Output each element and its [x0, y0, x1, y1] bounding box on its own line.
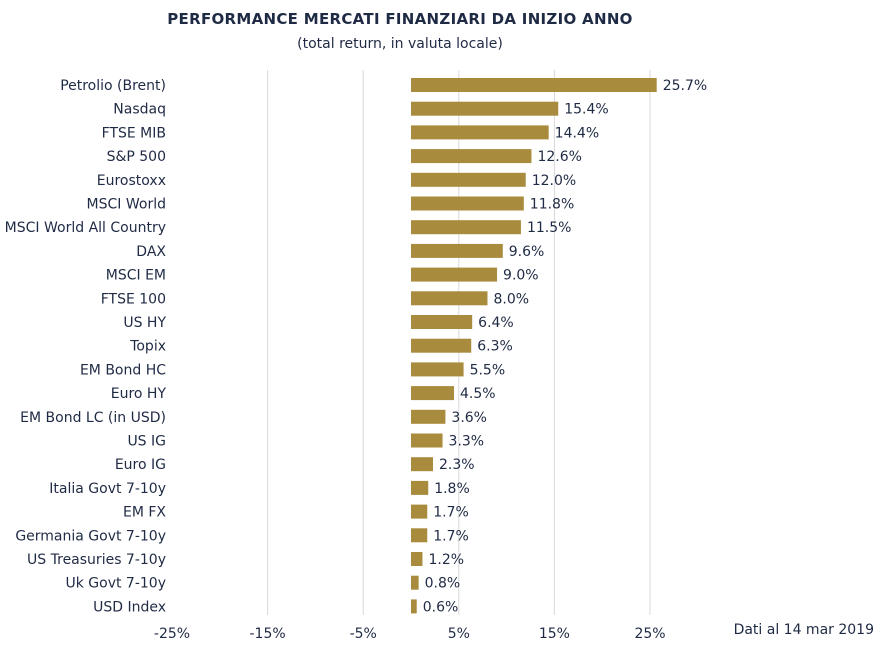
bar — [411, 101, 559, 116]
category-label: MSCI EM — [106, 268, 166, 284]
category-label: Euro IG — [115, 457, 166, 473]
x-tick-label: 25% — [634, 626, 665, 642]
bar — [411, 338, 472, 353]
value-labels: 25.7% 15.4% 14.4% 12.6% 12.0% 11.8% 11.5% 9.6% 9… — [423, 78, 707, 615]
category-label: MSCI World — [87, 197, 166, 213]
category-label: Nasdaq — [113, 102, 166, 118]
category-label: Italia Govt 7-10y — [49, 481, 166, 497]
value-label: 9.0% — [503, 268, 539, 284]
bar — [411, 480, 429, 495]
bar — [411, 457, 433, 472]
category-label: EM Bond LC (in USD) — [20, 410, 166, 426]
data-date-note: Dati al 14 mar 2019 — [733, 622, 874, 638]
value-label: 1.8% — [434, 481, 470, 497]
category-labels: Petrolio (Brent) Nasdaq FTSE MIB S&P 500 Eur… — [5, 78, 167, 615]
category-label: Germania Govt 7-10y — [15, 528, 166, 544]
category-label: US Treasuries 7-10y — [27, 552, 166, 568]
bar — [411, 504, 428, 519]
bar — [411, 196, 524, 211]
x-tick-labels: -25% -15% -5% 5% 15% 25% — [154, 626, 666, 642]
bar — [411, 552, 423, 566]
bar — [411, 78, 657, 92]
value-label: 25.7% — [663, 78, 707, 94]
value-label: 9.6% — [509, 244, 545, 260]
value-label: 0.6% — [423, 599, 459, 615]
category-label: Euro HY — [111, 386, 167, 402]
x-tick-label: -15% — [250, 626, 286, 642]
category-label: US IG — [127, 434, 166, 450]
bar — [411, 386, 455, 401]
category-label: Uk Govt 7-10y — [65, 576, 166, 592]
bar — [411, 220, 521, 235]
bars — [411, 78, 657, 614]
bar — [411, 528, 428, 543]
value-label: 6.4% — [478, 315, 514, 331]
x-tick-label: 5% — [448, 626, 470, 642]
bar — [411, 315, 473, 329]
category-label: EM FX — [123, 505, 166, 521]
category-label: EM Bond HC — [80, 362, 166, 378]
bar — [411, 433, 443, 448]
bar — [411, 599, 417, 614]
value-label: 3.3% — [449, 434, 485, 450]
category-label: Eurostoxx — [97, 173, 166, 189]
value-label: 8.0% — [493, 291, 529, 307]
bar — [411, 172, 526, 187]
category-label: FTSE 100 — [101, 291, 166, 307]
x-tick-label: -25% — [154, 626, 190, 642]
value-label: 14.4% — [555, 125, 599, 141]
x-tick-label: 15% — [539, 626, 570, 642]
bar — [411, 125, 549, 140]
value-label: 12.0% — [532, 173, 576, 189]
bar — [411, 575, 419, 590]
bar — [411, 267, 498, 282]
value-label: 6.3% — [477, 339, 513, 355]
value-label: 5.5% — [470, 362, 506, 378]
chart-subtitle: (total return, in valuta locale) — [297, 36, 503, 52]
bar — [411, 149, 532, 164]
category-label: Topix — [129, 339, 166, 355]
chart-title: PERFORMANCE MERCATI FINANZIARI DA INIZIO… — [167, 10, 633, 28]
bar — [411, 291, 488, 306]
category-label: DAX — [136, 244, 166, 260]
value-label: 11.8% — [530, 197, 574, 213]
bar — [411, 243, 503, 258]
value-label: 2.3% — [439, 457, 475, 473]
value-label: 3.6% — [451, 410, 487, 426]
value-label: 1.7% — [433, 528, 469, 544]
category-label: US HY — [123, 315, 166, 331]
value-label: 11.5% — [527, 220, 571, 236]
value-label: 0.8% — [425, 576, 461, 592]
value-label: 15.4% — [564, 102, 608, 118]
category-label: FTSE MIB — [102, 125, 166, 141]
bar — [411, 409, 446, 424]
value-label: 1.7% — [433, 505, 469, 521]
bar — [411, 362, 464, 377]
value-label: 1.2% — [428, 552, 464, 568]
category-label: USD Index — [93, 599, 166, 615]
category-label: MSCI World All Country — [5, 220, 166, 236]
category-label: S&P 500 — [107, 149, 166, 165]
category-label: Petrolio (Brent) — [60, 78, 166, 94]
value-label: 12.6% — [537, 149, 581, 165]
value-label: 4.5% — [460, 386, 496, 402]
x-tick-label: -5% — [350, 626, 377, 642]
